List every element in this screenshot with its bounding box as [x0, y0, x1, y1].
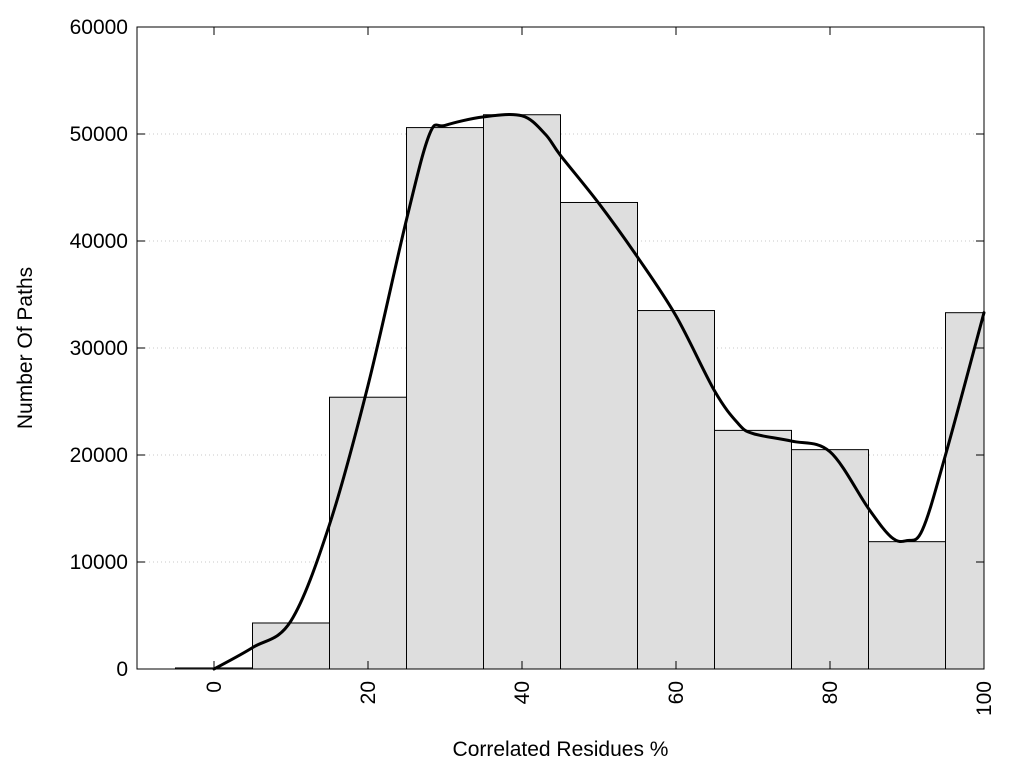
y-tick-label: 0 [116, 658, 128, 681]
smoothed-density-curve [212, 112, 986, 671]
x-tick-label: 0 [203, 681, 226, 693]
y-tick-label: 10000 [70, 551, 128, 574]
histogram-bar [791, 449, 869, 670]
y-tick-label: 50000 [70, 123, 128, 146]
y-tick-label: 20000 [70, 444, 128, 467]
histogram-bars [175, 114, 985, 670]
histogram-bar [252, 622, 330, 670]
histogram-bar [868, 541, 946, 670]
histogram-bar [483, 114, 561, 670]
histogram-bar [714, 429, 792, 670]
y-axis-label: Number Of Paths [14, 267, 37, 429]
x-tick-label: 80 [819, 681, 842, 704]
y-axis-ticks: 0 10000 20000 30000 40000 50000 60000 [70, 16, 984, 681]
y-tick-label: 60000 [70, 16, 128, 39]
histogram-bar [637, 310, 715, 670]
x-tick-label: 100 [973, 681, 996, 716]
x-tick-label: 40 [511, 681, 534, 704]
x-axis-ticks: 0 20 40 60 80 100 [203, 27, 996, 716]
y-tick-label: 40000 [70, 230, 128, 253]
y-tick-label: 30000 [70, 337, 128, 360]
x-tick-label: 20 [357, 681, 380, 704]
histogram-bar [945, 312, 985, 670]
x-axis-label: Correlated Residues % [453, 738, 669, 761]
histogram-bar [560, 201, 638, 670]
histogram-bar [329, 396, 407, 670]
x-tick-label: 60 [665, 681, 688, 704]
histogram-bar [406, 127, 484, 670]
